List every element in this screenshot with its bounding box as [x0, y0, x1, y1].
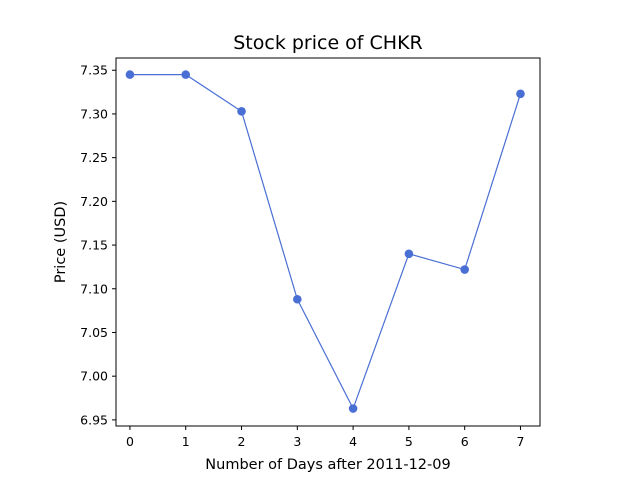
x-axis-label: Number of Days after 2011-12-09 [205, 457, 450, 473]
x-tick-label: 2 [238, 434, 246, 449]
x-tick-label: 4 [349, 434, 357, 449]
data-point [293, 294, 302, 304]
y-tick-label: 7.05 [80, 325, 108, 340]
x-tick-label: 6 [461, 434, 469, 449]
series-layer [125, 70, 525, 413]
y-tick-label: 7.15 [80, 238, 108, 253]
x-tick-label: 0 [126, 434, 134, 449]
chart-title: Stock price of CHKR [233, 32, 423, 54]
data-point [460, 265, 469, 274]
x-axis: 0 1 2 3 4 5 6 7 [126, 426, 524, 449]
y-tick-label: 7.00 [80, 369, 108, 384]
y-tick-label: 7.30 [80, 106, 108, 121]
data-point [181, 70, 191, 79]
data-point [237, 107, 246, 116]
series-line [129, 74, 522, 411]
y-tick-label: 7.20 [80, 194, 108, 209]
data-point [404, 249, 414, 259]
data-point [125, 70, 135, 79]
y-tick-label: 7.35 [80, 63, 108, 78]
y-tick-label: 7.25 [80, 150, 108, 165]
x-tick-label: 7 [516, 434, 524, 449]
y-axis: 6.95 7.00 7.05 7.10 7.15 7.20 7.25 7.30 7.35 [80, 63, 116, 427]
y-tick-label: 6.95 [80, 412, 108, 427]
y-tick-label: 7.10 [80, 281, 108, 296]
x-tick-label: 5 [405, 434, 413, 449]
data-point [516, 89, 525, 99]
data-point [348, 404, 358, 413]
y-axis-label: Price (USD) [53, 201, 69, 283]
x-tick-label: 1 [182, 434, 190, 449]
plot-frame [115, 57, 541, 427]
x-tick-label: 3 [293, 434, 301, 449]
